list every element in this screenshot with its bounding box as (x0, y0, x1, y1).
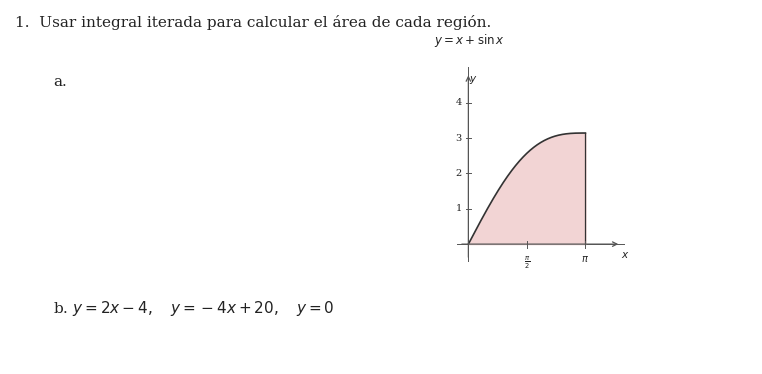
Text: 1: 1 (456, 204, 462, 213)
Text: $y = x + \sin x$: $y = x + \sin x$ (434, 32, 505, 49)
Text: 2: 2 (456, 169, 462, 178)
Text: $x$: $x$ (621, 251, 629, 260)
Text: 1.  Usar integral iterada para calcular el área de cada región.: 1. Usar integral iterada para calcular e… (15, 15, 491, 30)
Text: $y$: $y$ (469, 74, 477, 86)
Text: b. $y = 2x - 4,\quad y = -4x + 20,\quad y = 0$: b. $y = 2x - 4,\quad y = -4x + 20,\quad … (53, 299, 335, 318)
Text: $\pi$: $\pi$ (581, 254, 590, 264)
Text: a.: a. (53, 75, 67, 89)
Text: 3: 3 (456, 134, 462, 142)
Text: $\frac{\pi}{2}$: $\frac{\pi}{2}$ (523, 254, 530, 271)
Text: 4: 4 (456, 98, 462, 107)
